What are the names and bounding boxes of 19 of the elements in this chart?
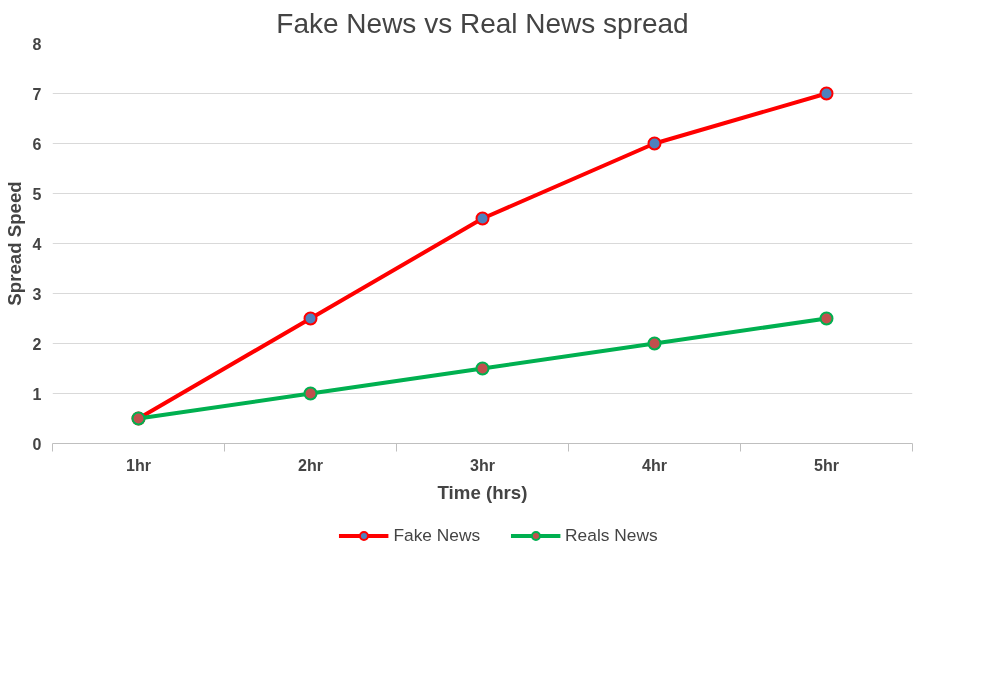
- x-tick-label: 1hr: [126, 456, 151, 474]
- y-axis-title: Spread Speed: [3, 181, 25, 306]
- x-axis-title: Time (hrs): [437, 481, 528, 503]
- y-tick-label: 5: [32, 185, 42, 203]
- x-tick-label: 5hr: [814, 456, 839, 474]
- y-tick-label: 3: [32, 285, 42, 303]
- y-tick-label: 1: [32, 385, 42, 403]
- y-tick-label: 8: [32, 35, 42, 53]
- x-tick-label: 4hr: [642, 456, 667, 474]
- y-tick-label: 6: [32, 135, 42, 153]
- y-tick-label: 2: [32, 335, 42, 353]
- y-tick-label: 4: [32, 235, 42, 253]
- x-tick-label: 3hr: [470, 456, 495, 474]
- legend-label: Fake News: [393, 524, 481, 546]
- legend-label: Reals News: [565, 524, 658, 546]
- y-tick-label: 7: [32, 85, 42, 103]
- chart-title: Fake News vs Real News spread: [276, 7, 689, 39]
- x-tick-label: 2hr: [298, 456, 323, 474]
- y-tick-label: 0: [32, 435, 42, 453]
